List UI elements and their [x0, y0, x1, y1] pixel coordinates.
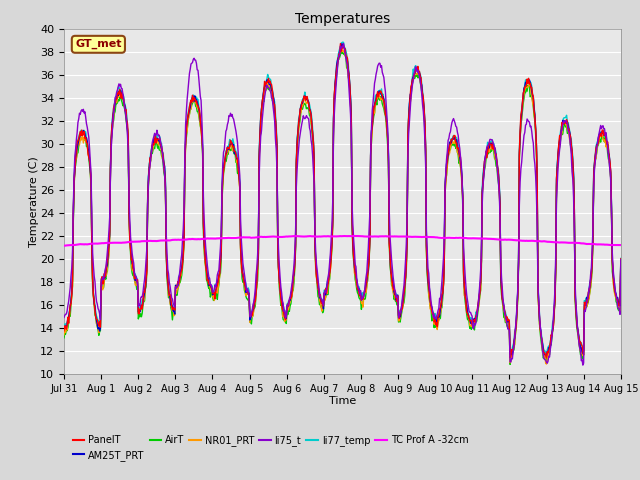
Text: GT_met: GT_met	[75, 39, 122, 49]
X-axis label: Time: Time	[329, 396, 356, 406]
Title: Temperatures: Temperatures	[295, 12, 390, 26]
Legend: PanelT, AM25T_PRT, AirT, NR01_PRT, li75_t, li77_temp, TC Prof A -32cm: PanelT, AM25T_PRT, AirT, NR01_PRT, li75_…	[69, 431, 472, 465]
Y-axis label: Temperature (C): Temperature (C)	[29, 156, 38, 247]
